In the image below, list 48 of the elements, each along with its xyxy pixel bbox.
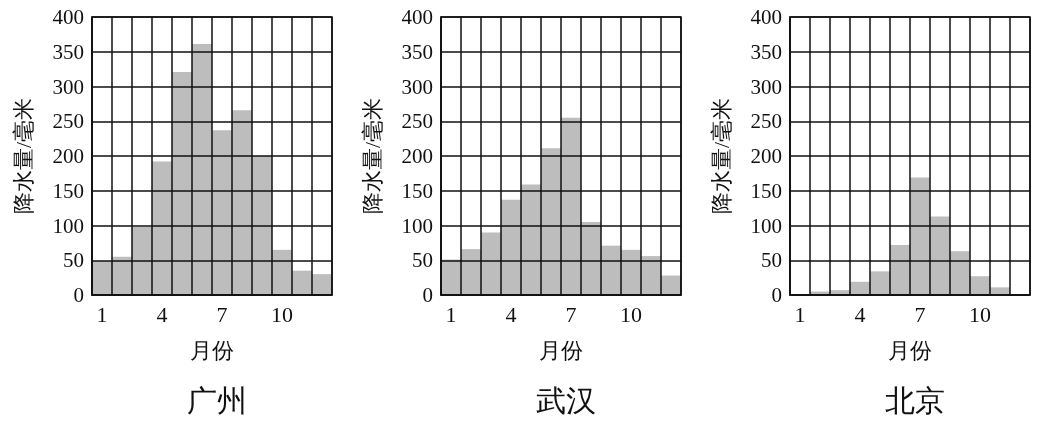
- y-tick-label: 250: [401, 109, 433, 134]
- y-tick-label: 50: [761, 248, 782, 273]
- x-tick-label: 1: [794, 301, 806, 327]
- y-tick-label: 400: [52, 5, 84, 29]
- y-tick-label: 100: [52, 213, 84, 238]
- y-tick-label: 200: [401, 144, 433, 168]
- x-tick-label: 4: [505, 301, 517, 327]
- y-tick-label: 50: [63, 248, 84, 273]
- x-tick-label: 1: [96, 301, 108, 327]
- text: 武汉: [536, 383, 596, 417]
- y-tick-label: 350: [52, 39, 84, 64]
- y-tick-label: 350: [401, 39, 433, 64]
- x-axis-title: 月份: [888, 337, 932, 363]
- y-tick-label: 0: [771, 283, 782, 307]
- y-tick-label: 0: [73, 283, 84, 307]
- y-tick-label: 100: [401, 213, 433, 238]
- x-axis-title: 月份: [190, 337, 234, 363]
- y-tick-label: 150: [401, 178, 433, 203]
- x-tick-label: 4: [854, 301, 866, 327]
- y-tick-label: 200: [52, 144, 84, 168]
- y-tick-label: 0: [422, 283, 433, 307]
- y-tick-label: 250: [52, 109, 84, 134]
- x-tick-label: 7: [914, 301, 926, 327]
- y-tick-label: 100: [750, 213, 782, 238]
- y-tick-label: 150: [750, 178, 782, 203]
- x-tick-label: 10: [271, 301, 293, 327]
- y-tick-label: 50: [412, 248, 433, 273]
- y-axis-title: 降水量/毫米: [359, 97, 385, 215]
- y-tick-label: 300: [750, 74, 782, 99]
- x-tick-label: 4: [156, 301, 168, 327]
- y-axis-title: 降水量/毫米: [10, 97, 36, 215]
- text: 广州: [187, 383, 247, 417]
- y-tick-label: 150: [52, 178, 84, 203]
- y-tick-label: 200: [750, 144, 782, 168]
- x-tick-label: 7: [565, 301, 577, 327]
- x-tick-label: 7: [216, 301, 228, 327]
- x-tick-label: 1: [445, 301, 457, 327]
- text: 北京: [885, 383, 945, 417]
- x-axis-title: 月份: [539, 337, 583, 363]
- y-axis-title: 降水量/毫米: [708, 97, 734, 215]
- y-tick-label: 350: [750, 39, 782, 64]
- y-tick-label: 400: [750, 5, 782, 29]
- y-tick-label: 300: [52, 74, 84, 99]
- y-tick-label: 250: [750, 109, 782, 134]
- y-tick-label: 400: [401, 5, 433, 29]
- y-tick-label: 300: [401, 74, 433, 99]
- x-tick-label: 10: [969, 301, 991, 327]
- x-tick-label: 10: [620, 301, 642, 327]
